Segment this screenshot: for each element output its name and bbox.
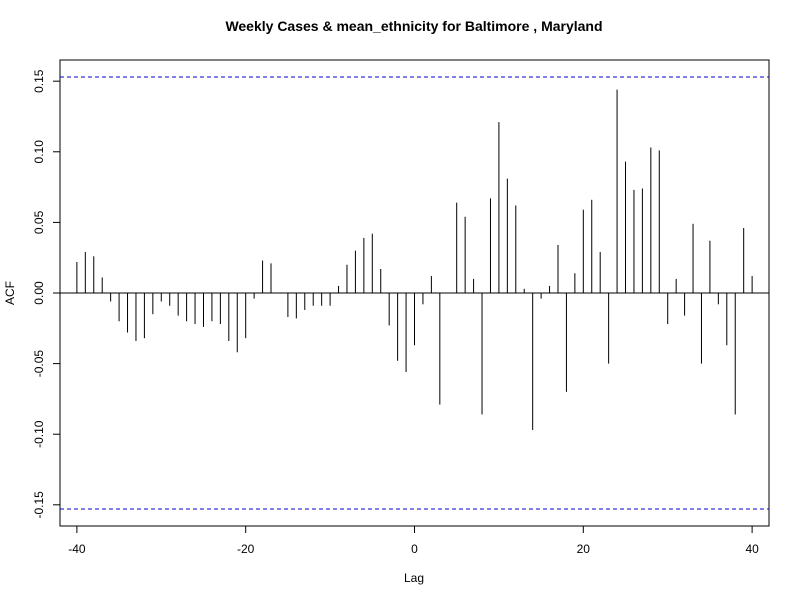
y-tick-label: -0.15 xyxy=(32,491,46,519)
acf-bars xyxy=(76,89,753,430)
y-axis: -0.15 -0.10 -0.05 0.00 0.05 0.10 0.15 xyxy=(32,69,60,518)
y-tick-label: -0.05 xyxy=(32,350,46,378)
chart-title: Weekly Cases & mean_ethnicity for Baltim… xyxy=(225,18,602,34)
y-tick-label: 0.10 xyxy=(32,140,46,164)
x-tick-label: -20 xyxy=(237,542,255,556)
y-tick-label: -0.10 xyxy=(32,420,46,448)
x-tick-label: 20 xyxy=(577,542,591,556)
x-axis: -40 -20 0 20 40 xyxy=(68,525,759,556)
y-tick-label: 0.00 xyxy=(32,281,46,305)
x-tick-label: -40 xyxy=(68,542,86,556)
x-tick-label: 40 xyxy=(745,542,759,556)
x-axis-label: Lag xyxy=(404,571,424,585)
x-tick-label: 0 xyxy=(411,542,418,556)
confidence-bounds xyxy=(60,76,769,510)
y-axis-label: ACF xyxy=(3,281,17,305)
y-tick-label: 0.15 xyxy=(32,69,46,93)
y-tick-label: 0.05 xyxy=(32,210,46,234)
